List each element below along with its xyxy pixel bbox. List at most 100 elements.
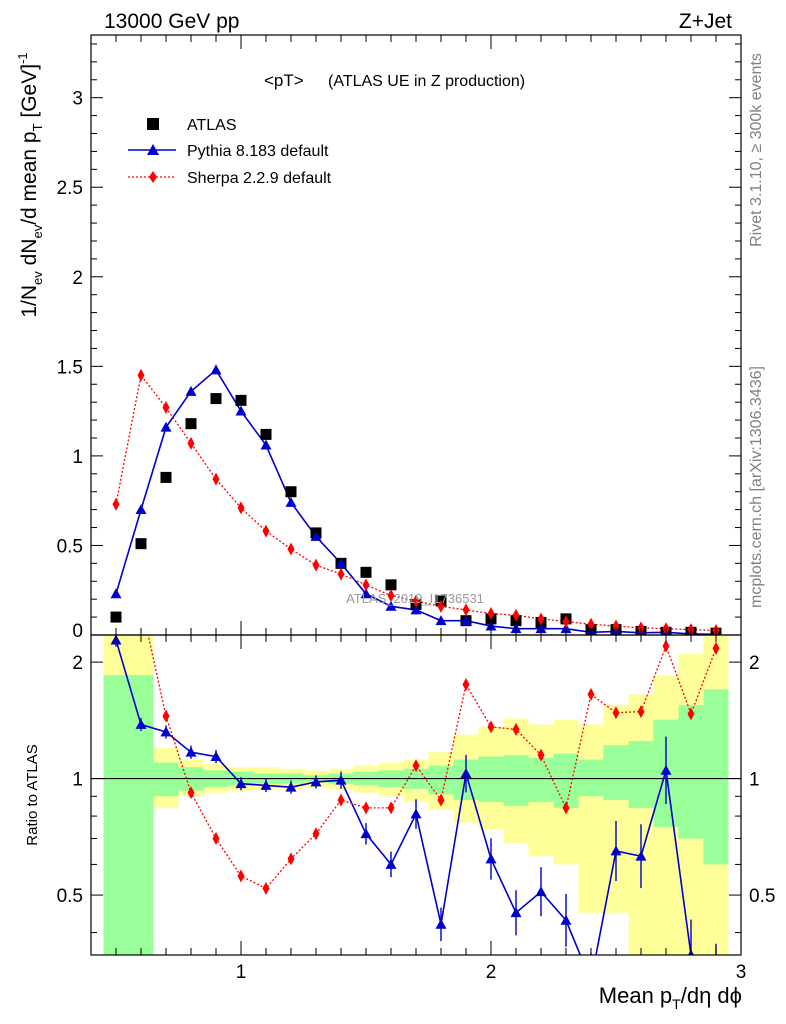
sherpa-point	[187, 436, 195, 450]
pythia-ratio-point	[485, 853, 497, 864]
pythia-point	[385, 600, 397, 611]
pythia-ratio-point	[260, 779, 272, 790]
pythia-point	[360, 588, 372, 599]
sherpa-ratio-point	[712, 641, 720, 655]
ratio-yellow-band-bin	[603, 704, 629, 913]
sherpa-point	[412, 594, 420, 608]
ratio-green-band-bin	[103, 675, 129, 955]
ratio-y-tick-label-right: 2	[749, 653, 760, 674]
plot-title-sub: (ATLAS UE in Z production)	[328, 73, 525, 90]
pythia-point	[410, 604, 422, 615]
sherpa-point	[287, 542, 295, 556]
sherpa-ratio-point	[113, 438, 120, 451]
pythia-ratio-point	[210, 751, 222, 761]
rivet-label: Rivet 3.1.10, ≥ 300k events	[748, 53, 765, 247]
atlas-point	[235, 394, 247, 406]
pythia-point	[235, 405, 247, 416]
x-tick-label: 2	[486, 962, 497, 983]
pythia-point	[135, 504, 147, 515]
ratio-series-group	[110, 438, 720, 985]
sherpa-point	[137, 368, 145, 382]
watermark-label: ATLAS_2019_I1736531	[346, 591, 484, 606]
pythia-ratio-point	[135, 718, 147, 729]
sherpa-point	[462, 603, 470, 617]
legend-label-atlas: ATLAS	[187, 117, 237, 134]
ratio-green-band-bin	[128, 675, 154, 955]
x-axis-label: Mean pT/dη dϕ	[599, 983, 742, 1012]
legend: ATLAS Pythia 8.183 default Sherpa 2.2.9 …	[128, 117, 332, 187]
sherpa-ratio-point	[562, 801, 570, 815]
sherpa-ratio-point	[362, 801, 370, 815]
sherpa-point	[487, 607, 495, 621]
pythia-point	[335, 557, 347, 568]
sherpa-point	[362, 578, 370, 592]
sherpa-ratio-point	[412, 759, 420, 773]
sherpa-ratio-point	[662, 639, 670, 653]
sherpa-point	[512, 608, 520, 622]
pythia-point	[435, 615, 447, 626]
ratio-y-tick-label-right: 0.5	[749, 886, 775, 907]
pythia-ratio-point	[185, 746, 197, 757]
process-label: Z+Jet	[679, 10, 732, 33]
pythia-ratio-point	[535, 886, 547, 897]
ratio-y-tick-label-left: 1	[72, 770, 83, 791]
main-y-tick-label: 0	[72, 621, 83, 642]
atlas-point	[385, 579, 397, 591]
pythia-point	[460, 615, 472, 626]
sherpa-point	[112, 497, 120, 511]
pythia-ratio-point	[285, 781, 297, 792]
atlas-point	[110, 611, 122, 623]
x-tick-label: 3	[736, 962, 747, 983]
sherpa-ratio-point	[262, 881, 270, 895]
main-y-tick-label: 1.5	[57, 357, 83, 378]
ratio-green-band-bin	[428, 765, 454, 795]
sherpa-point	[562, 615, 570, 629]
ratio-green-band-bin	[578, 759, 604, 797]
ratio-y-tick-label-left: 2	[72, 653, 83, 674]
sherpa-point	[587, 617, 595, 631]
ratio-green-band-bin	[478, 756, 504, 802]
atlas-point	[185, 418, 197, 430]
atlas-point	[210, 393, 222, 405]
main-y-tick-label: 3	[72, 89, 83, 110]
mcplots-label: mcplots.cern.ch [arXiv:1306.3436]	[748, 366, 765, 608]
energy-label: 13000 GeV pp	[104, 10, 239, 33]
atlas-point	[135, 538, 147, 550]
pythia-ratio-point	[635, 850, 647, 861]
atlas-point	[285, 486, 297, 498]
atlas-point	[160, 471, 172, 483]
pythia-point	[185, 385, 197, 396]
atlas-point	[260, 428, 272, 440]
ratio-green-band-bin	[553, 753, 579, 808]
main-y-tick-label: 2.5	[57, 178, 83, 199]
ratio-green-band-bin	[528, 758, 554, 802]
sherpa-point	[237, 501, 245, 515]
pythia-point	[310, 530, 322, 541]
sherpa-ratio-point	[637, 705, 645, 719]
sherpa-ratio-point	[537, 748, 545, 762]
pythia-ratio-point	[560, 914, 572, 925]
sherpa-point	[387, 589, 395, 603]
sherpa-ratio-point	[187, 786, 195, 800]
svg-text:1/Nev dNev/d mean pT [GeV]-1: 1/Nev dNev/d mean pT [GeV]-1	[15, 52, 45, 317]
ratio-green-band-bin	[703, 689, 729, 865]
pythia-ratio-point	[235, 778, 247, 789]
sherpa-ratio-point	[612, 706, 620, 720]
ratio-green-band-bin	[153, 762, 179, 797]
pythia-point	[160, 421, 172, 432]
legend-label-pythia: Pythia 8.183 default	[187, 143, 329, 160]
ratio-green-band-bin	[678, 704, 704, 839]
sherpa-ratio-point	[337, 793, 345, 807]
main-y-tick-label: 0.5	[57, 536, 83, 557]
sherpa-ratio-point	[487, 720, 495, 734]
sherpa-ratio-point	[287, 852, 295, 866]
main-y-tick-label: 1	[72, 447, 83, 468]
pythia-ratio-point	[586, 975, 597, 985]
pythia-point	[210, 364, 222, 375]
sherpa-ratio-point	[138, 596, 145, 609]
ratio-green-band-bin	[628, 741, 654, 808]
sherpa-ratio-point	[587, 687, 595, 701]
pythia-ratio-point	[460, 768, 472, 779]
ratio-green-band-bin	[603, 745, 629, 801]
pythia-ratio-point	[385, 858, 397, 869]
